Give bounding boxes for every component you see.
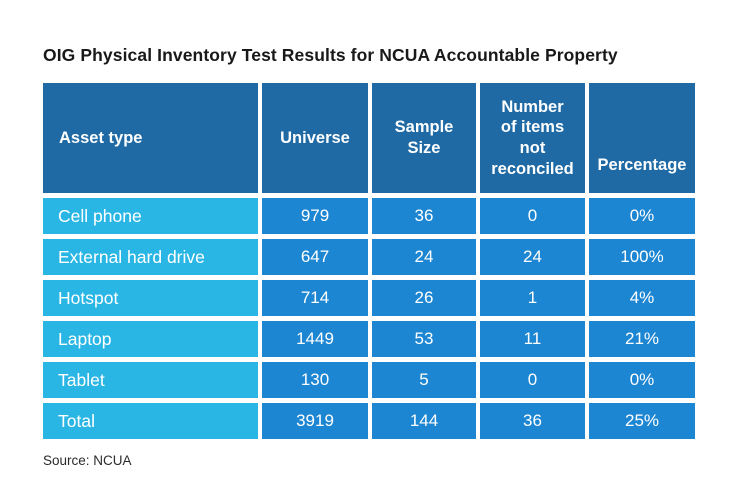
- not-reconciled-cell: 0: [480, 198, 585, 234]
- not-reconciled-cell: 36: [480, 403, 585, 439]
- universe-cell: 647: [262, 239, 368, 275]
- not-reconciled-cell: 0: [480, 362, 585, 398]
- sample-size-cell: 5: [372, 362, 476, 398]
- universe-cell: 130: [262, 362, 368, 398]
- asset-type-cell: Laptop: [43, 321, 258, 357]
- universe-cell: 979: [262, 198, 368, 234]
- page-title: OIG Physical Inventory Test Results for …: [43, 45, 618, 65]
- sample-size-cell: 36: [372, 198, 476, 234]
- not-reconciled-cell: 11: [480, 321, 585, 357]
- sample-size-cell: 26: [372, 280, 476, 316]
- percentage-cell: 100%: [589, 239, 695, 275]
- sample-size-cell: 144: [372, 403, 476, 439]
- percentage-cell: 25%: [589, 403, 695, 439]
- asset-type-cell: Tablet: [43, 362, 258, 398]
- header-universe: Universe: [262, 83, 368, 193]
- sample-size-cell: 53: [372, 321, 476, 357]
- percentage-cell: 21%: [589, 321, 695, 357]
- asset-type-cell: Total: [43, 403, 258, 439]
- universe-cell: 3919: [262, 403, 368, 439]
- source-note: Source: NCUA: [43, 453, 132, 468]
- sample-size-cell: 24: [372, 239, 476, 275]
- percentage-cell: 0%: [589, 198, 695, 234]
- asset-type-cell: External hard drive: [43, 239, 258, 275]
- percentage-cell: 0%: [589, 362, 695, 398]
- percentage-cell: 4%: [589, 280, 695, 316]
- header-sample-size: Sample Size: [372, 83, 476, 193]
- header-percentage: Percentage: [589, 83, 695, 193]
- not-reconciled-cell: 24: [480, 239, 585, 275]
- header-not-reconciled: Number of items not reconciled: [480, 83, 585, 193]
- inventory-table: Asset type Universe Sample Size Number o…: [43, 83, 695, 439]
- universe-cell: 1449: [262, 321, 368, 357]
- header-asset-type: Asset type: [43, 83, 258, 193]
- page: OIG Physical Inventory Test Results for …: [43, 45, 695, 468]
- asset-type-cell: Hotspot: [43, 280, 258, 316]
- asset-type-cell: Cell phone: [43, 198, 258, 234]
- universe-cell: 714: [262, 280, 368, 316]
- not-reconciled-cell: 1: [480, 280, 585, 316]
